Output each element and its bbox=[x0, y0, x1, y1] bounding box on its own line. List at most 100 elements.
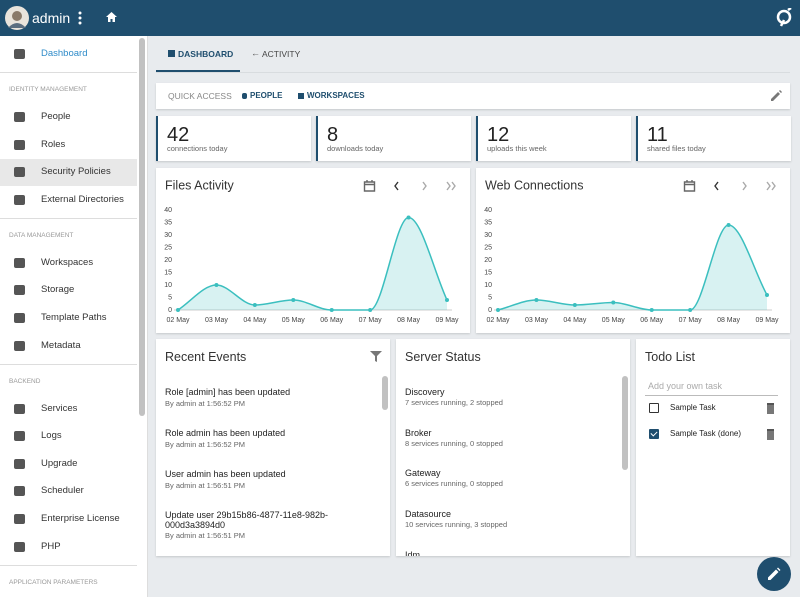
x-tick-label: 08 May bbox=[397, 317, 420, 324]
next-button[interactable] bbox=[742, 181, 747, 191]
divider bbox=[0, 363, 137, 365]
menu-item[interactable]: PHP bbox=[41, 540, 61, 552]
event-text: Role [admin] has been updated bbox=[165, 387, 291, 397]
x-tick-label: 06 May bbox=[640, 317, 663, 324]
section-title: IDENTITY MANAGEMENT bbox=[9, 86, 87, 93]
server-name[interactable]: Idm bbox=[405, 549, 421, 556]
menu-icon bbox=[14, 49, 25, 59]
filter-button[interactable] bbox=[370, 351, 382, 362]
divider bbox=[0, 217, 137, 219]
event-item[interactable]: User admin has been updated By admin at 1… bbox=[165, 469, 337, 490]
scrollbar[interactable] bbox=[622, 376, 628, 470]
menu-item[interactable]: External Directories bbox=[41, 193, 124, 205]
point bbox=[765, 293, 769, 297]
menu-icon bbox=[14, 403, 25, 414]
event-item[interactable]: Role admin has been updated By admin at 1… bbox=[165, 428, 337, 448]
event-item[interactable]: Role [admin] has been updated By admin at… bbox=[165, 387, 337, 407]
menu-icon bbox=[14, 194, 25, 205]
stat-label: shared files today bbox=[647, 144, 706, 153]
menu-button[interactable] bbox=[76, 11, 84, 25]
point bbox=[329, 308, 334, 312]
quick-link[interactable]: WORKSPACES bbox=[307, 91, 365, 100]
event-meta: By admin at 1:56:51 PM bbox=[165, 480, 246, 490]
menu-icon bbox=[14, 112, 25, 122]
prev-button[interactable] bbox=[714, 181, 719, 191]
chart-title: Files Activity bbox=[165, 178, 235, 192]
point bbox=[252, 303, 257, 307]
quick-link[interactable]: PEOPLE bbox=[250, 91, 283, 100]
menu-item[interactable]: Services bbox=[41, 402, 78, 414]
x-tick-label: 02 May bbox=[167, 317, 190, 324]
card-title: Todo List bbox=[645, 350, 696, 364]
delete-button[interactable] bbox=[767, 403, 774, 414]
server-name[interactable]: Gateway bbox=[405, 468, 441, 479]
menu-item[interactable]: Logs bbox=[41, 430, 62, 442]
delete-button[interactable] bbox=[767, 429, 774, 440]
section-title: BACKEND bbox=[9, 377, 41, 385]
menu-item[interactable]: Dashboard bbox=[41, 48, 88, 59]
task-input[interactable]: Add your own task bbox=[648, 381, 723, 391]
menu-item[interactable]: Scheduler bbox=[41, 485, 84, 497]
last-button[interactable] bbox=[766, 181, 776, 191]
chart-card: Files Activity 0 5 10 15 20 25 30 35 40 02 May 03 M… bbox=[156, 168, 470, 333]
point bbox=[214, 283, 219, 287]
y-tick-label: 40 bbox=[164, 207, 172, 214]
section-title: APPLICATION PARAMETERS bbox=[9, 578, 98, 586]
event-text: Role admin has been updated bbox=[165, 428, 286, 438]
date-button[interactable] bbox=[683, 180, 696, 192]
menu-item[interactable]: Storage bbox=[41, 284, 75, 296]
server-detail: 7 services running, 2 stopped bbox=[405, 398, 503, 407]
checkbox[interactable] bbox=[649, 403, 659, 413]
menu-icon bbox=[14, 514, 25, 524]
checkbox[interactable] bbox=[649, 429, 659, 439]
menu-icon bbox=[14, 486, 25, 497]
date-button[interactable] bbox=[363, 180, 376, 192]
menu-icon bbox=[14, 340, 25, 351]
menu-item[interactable]: Enterprise License bbox=[41, 513, 120, 524]
user-name[interactable]: admin bbox=[32, 10, 71, 26]
menu-icon bbox=[14, 139, 25, 150]
avatar[interactable] bbox=[5, 6, 29, 30]
point bbox=[368, 308, 373, 312]
menu-item[interactable]: Roles bbox=[41, 138, 66, 150]
menu-item[interactable]: Upgrade bbox=[41, 457, 78, 469]
event-meta: By admin at 1:56:51 PM bbox=[165, 531, 246, 540]
chart-title: Web Connections bbox=[485, 178, 583, 192]
x-tick-label: 04 May bbox=[563, 317, 586, 324]
x-tick-label: 06 May bbox=[320, 317, 343, 324]
y-tick-label: 30 bbox=[164, 232, 172, 239]
scrollbar[interactable] bbox=[382, 376, 388, 410]
edit-button[interactable] bbox=[770, 90, 782, 102]
stat-value: 42 bbox=[167, 124, 190, 146]
scrollbar[interactable] bbox=[139, 38, 145, 416]
fab-edit[interactable] bbox=[756, 556, 792, 592]
recent-events-card: Recent Events Role [admin] has been upda… bbox=[156, 339, 390, 556]
server-name[interactable]: Broker bbox=[405, 427, 432, 438]
prev-button[interactable] bbox=[394, 181, 399, 191]
card-title: Server Status bbox=[405, 350, 481, 364]
x-tick-label: 08 May bbox=[717, 317, 740, 324]
menu-item[interactable]: Metadata bbox=[41, 339, 81, 351]
x-tick-label: 03 May bbox=[525, 317, 548, 324]
server-name[interactable]: Datasource bbox=[405, 509, 452, 520]
next-button[interactable] bbox=[422, 181, 427, 191]
menu-item[interactable]: Workspaces bbox=[41, 256, 94, 268]
tab[interactable]: ACTIVITY bbox=[262, 49, 301, 59]
server-name[interactable]: Discovery bbox=[405, 387, 445, 397]
menu-item[interactable]: Template Paths bbox=[41, 312, 107, 323]
quick-access-label: QUICK ACCESS bbox=[168, 91, 232, 101]
last-button[interactable] bbox=[446, 181, 456, 191]
home-button[interactable] bbox=[106, 12, 117, 23]
point bbox=[572, 303, 577, 307]
menu-item[interactable]: Security Policies bbox=[41, 166, 111, 178]
point bbox=[496, 308, 500, 312]
y-tick-label: 0 bbox=[168, 307, 172, 314]
tab[interactable]: DASHBOARD bbox=[178, 49, 234, 59]
logo[interactable] bbox=[775, 8, 793, 28]
link-icon bbox=[242, 93, 247, 99]
event-item[interactable]: Update user 29b15b86-4877-11e8-982b-000d… bbox=[165, 510, 337, 540]
menu-item[interactable]: People bbox=[41, 111, 71, 122]
chart-card: Web Connections 0 5 10 15 20 25 30 35 40 02 May 03 … bbox=[476, 168, 790, 333]
stat-label: uploads this week bbox=[487, 144, 547, 153]
todo-card: Todo List Add your own task Sample Task S… bbox=[636, 339, 790, 556]
